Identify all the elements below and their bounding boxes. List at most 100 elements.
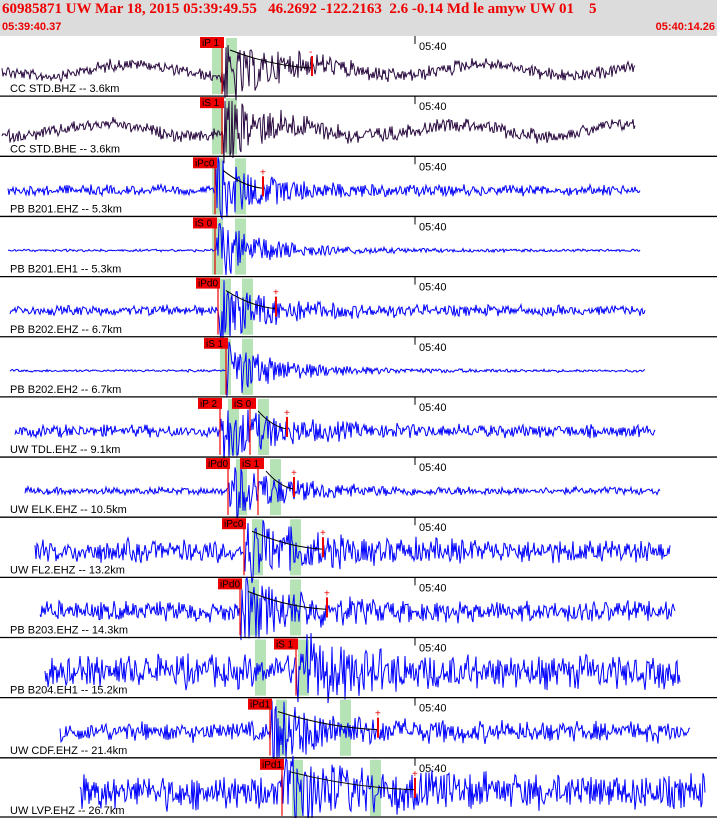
pick-window <box>242 338 253 395</box>
waveform-trace[interactable] <box>8 222 641 276</box>
waveform-trace[interactable] <box>14 409 656 464</box>
waveform-trace[interactable] <box>79 755 706 818</box>
pick-window <box>235 218 246 275</box>
waveform-trace[interactable] <box>34 520 671 584</box>
pick-window <box>258 398 269 456</box>
coda-mark-symbol: + <box>375 709 381 720</box>
station-label: UW FL2.EHZ -- 13.2km <box>10 564 125 576</box>
waveform-trace[interactable] <box>24 467 661 520</box>
station-label: PB B203.EHZ -- 14.3km <box>10 625 128 637</box>
header-bar: 60985871 UW Mar 18, 2015 05:39:49.55 46.… <box>0 0 717 36</box>
pick-window <box>252 519 263 576</box>
time-tick-label: 05:40 <box>419 41 447 53</box>
pick-label: iS 0 <box>234 399 252 410</box>
waveform-trace[interactable] <box>39 576 676 641</box>
start-time: 05:39:40.37 <box>2 21 62 33</box>
station-label: UW TDL.EHZ -- 9.1km <box>10 444 120 456</box>
waveform-trace[interactable] <box>7 156 641 221</box>
coda-curve <box>247 590 328 610</box>
time-tick-label: 05:40 <box>419 402 447 414</box>
pick-label: iS 1 <box>242 459 260 470</box>
coda-curve <box>229 49 313 69</box>
pick-label: iPc0 <box>224 519 244 530</box>
pick-window <box>276 699 287 756</box>
time-tick-label: 05:40 <box>419 101 447 113</box>
coda-mark-symbol: + <box>284 408 290 419</box>
station-label: CC STD.BHE -- 3.6km <box>10 143 120 155</box>
pick-window <box>292 759 303 816</box>
waveform-trace[interactable] <box>1 44 636 101</box>
time-tick-label: 05:40 <box>419 282 447 294</box>
time-tick-label: 05:40 <box>419 342 447 354</box>
coda-curve <box>225 290 277 310</box>
station-label: UW LVP.EHZ -- 26.7km <box>10 805 125 817</box>
pick-window <box>248 579 259 636</box>
pick-label: iPd0 <box>208 459 228 470</box>
pick-flag[interactable] <box>196 277 220 289</box>
pick-label: iP 1 <box>202 38 219 49</box>
pick-flag[interactable] <box>204 337 228 349</box>
trace-layer <box>0 44 717 818</box>
station-label: PB B204.EH1 -- 15.2km <box>10 685 127 697</box>
pick-window <box>228 398 239 456</box>
time-tick-label: 05:40 <box>419 522 447 534</box>
waveform-trace[interactable] <box>9 341 646 398</box>
pick-flag[interactable] <box>200 97 224 109</box>
station-label: PB B201.EH1 -- 5.3km <box>10 264 121 276</box>
pick-label: iPd1 <box>262 760 282 771</box>
pick-flag[interactable] <box>240 458 264 470</box>
pick-label: iS 1 <box>206 339 224 350</box>
pick-window <box>220 278 231 335</box>
pick-window <box>212 38 223 95</box>
waveform-trace[interactable] <box>1 100 636 164</box>
seismogram-panel[interactable]: 05:40 iP 1 - CC STD.BHZ -- 3.6km 05:40 iS 1 CC… <box>0 36 717 818</box>
pick-flag[interactable] <box>232 397 256 409</box>
time-tick-label: 05:40 <box>419 582 447 594</box>
coda-curve <box>251 530 324 550</box>
pick-label: iPd0 <box>220 579 240 590</box>
pick-flag[interactable] <box>222 518 246 530</box>
coda-mark-symbol: - <box>309 47 312 58</box>
pick-window-layer <box>212 38 381 816</box>
coda-curve <box>289 771 416 791</box>
pick-label: iPd0 <box>198 279 218 290</box>
time-tick-label: 05:40 <box>419 643 447 655</box>
pick-flag[interactable] <box>193 217 217 229</box>
time-tick-label: 05:40 <box>419 763 447 775</box>
coda-mark-symbol: + <box>273 288 279 299</box>
time-tick-label: 05:40 <box>419 221 447 233</box>
waveform-trace[interactable] <box>9 280 646 342</box>
pick-label: iS 1 <box>276 640 294 651</box>
pick-label: iP 2 <box>200 399 217 410</box>
pick-flag[interactable] <box>274 638 298 650</box>
event-title: 60985871 UW Mar 18, 2015 05:39:49.55 46.… <box>2 1 597 17</box>
pick-label: iPc0 <box>195 158 215 169</box>
coda-mark-symbol: + <box>412 769 418 780</box>
pick-flag[interactable] <box>193 157 217 169</box>
coda-mark-symbol: + <box>260 167 266 178</box>
waveform-trace[interactable] <box>44 632 681 704</box>
coda-mark-symbol: + <box>324 588 330 599</box>
station-label: UW CDF.EHZ -- 21.4km <box>10 745 127 757</box>
pick-label: iS 1 <box>202 98 220 109</box>
pick-flag[interactable] <box>260 758 284 770</box>
station-label: PB B202.EHZ -- 6.7km <box>10 324 122 336</box>
waveform-trace[interactable] <box>59 700 691 764</box>
pick-window <box>236 459 247 516</box>
coda-mark-symbol: + <box>320 528 326 539</box>
station-label: CC STD.BHZ -- 3.6km <box>10 83 119 95</box>
station-label: PB B202.EH2 -- 6.7km <box>10 384 121 396</box>
coda-curve <box>222 169 264 189</box>
pick-flag[interactable] <box>198 397 222 409</box>
pick-flag[interactable] <box>218 578 242 590</box>
pick-flag[interactable] <box>200 37 224 48</box>
pick-window <box>212 98 223 155</box>
time-tick-label: 05:40 <box>419 462 447 474</box>
pick-window <box>226 38 237 95</box>
time-tick-label: 05:40 <box>419 161 447 173</box>
pick-flag[interactable] <box>206 458 230 470</box>
annotation-layer: 05:40 iP 1 - CC STD.BHZ -- 3.6km 05:40 iS 1 CC… <box>10 36 447 817</box>
pick-label: iS 0 <box>195 218 213 229</box>
pick-flag[interactable] <box>248 698 272 710</box>
coda-mark-symbol: + <box>291 468 297 479</box>
